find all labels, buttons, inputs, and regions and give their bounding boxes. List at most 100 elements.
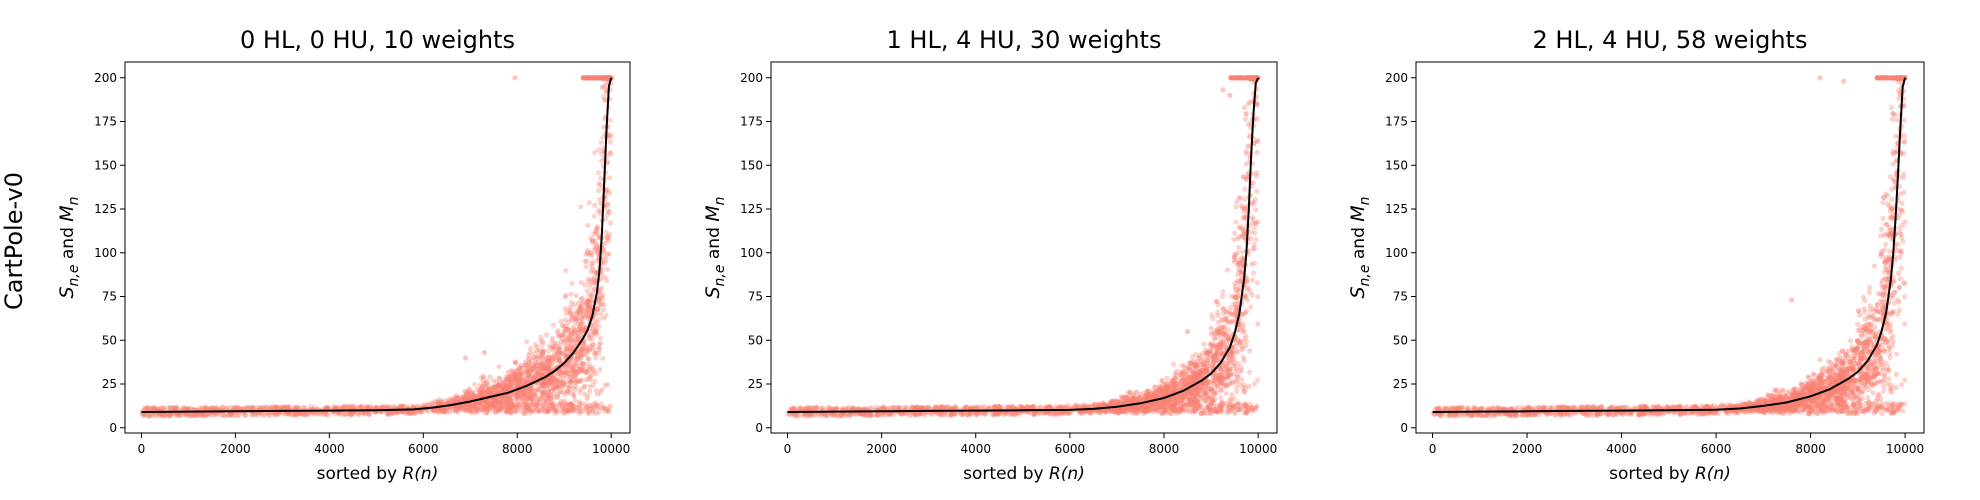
scatter-point (549, 355, 555, 361)
scatter-point (485, 409, 491, 415)
scatter-point (432, 407, 438, 413)
scatter-point (597, 389, 603, 395)
scatter-point (585, 303, 591, 309)
scatter-point (487, 374, 493, 380)
scatter-point (497, 394, 503, 400)
scatter-point (599, 158, 605, 164)
scatter-point (1252, 381, 1258, 387)
scatter-point (552, 382, 559, 388)
scatter-point (545, 376, 551, 382)
scatter-point (550, 375, 556, 381)
scatter-point (583, 324, 589, 330)
scatter-point (550, 344, 556, 350)
scatter-point (454, 397, 460, 403)
scatter-point (569, 367, 575, 373)
scatter-point (579, 316, 585, 322)
scatter-point (577, 305, 583, 311)
scatter-point (577, 378, 584, 384)
scatter-point (562, 370, 569, 376)
scatter-point (208, 405, 214, 411)
scatter-point (584, 301, 590, 307)
scatter-point (483, 386, 489, 392)
scatter-point (590, 266, 596, 272)
scatter-point (529, 393, 535, 399)
scatter-point (540, 396, 546, 403)
scatter-point (459, 394, 465, 400)
scatter-point (604, 186, 611, 192)
scatter-point (412, 410, 418, 416)
scatter-point (160, 413, 166, 419)
scatter-point (520, 404, 526, 410)
scatter-point (491, 402, 498, 409)
scatter-point (461, 396, 468, 402)
scatter-point (501, 403, 507, 409)
scatter-point (574, 370, 581, 376)
scatter-point (489, 401, 495, 407)
scatter-point (436, 396, 443, 402)
scatter-point (179, 412, 185, 418)
scatter-point (588, 249, 594, 256)
scatter-point (462, 388, 468, 394)
scatter-point (480, 378, 486, 384)
scatter-point (507, 374, 514, 380)
scatter-point (592, 330, 598, 336)
scatter-point (152, 406, 158, 412)
scatter-point (577, 324, 583, 330)
scatter-point (576, 329, 582, 335)
scatter-point (205, 411, 212, 417)
scatter-point (576, 326, 582, 332)
scatter-point (546, 358, 552, 364)
scatter-point (186, 406, 192, 412)
scatter-point (569, 390, 576, 396)
scatter-point (585, 409, 591, 415)
scatter-point (340, 411, 346, 417)
scatter-point (589, 293, 595, 299)
scatter-point (548, 388, 554, 395)
scatter-point (565, 379, 571, 385)
scatter-point (231, 405, 237, 411)
scatter-point (578, 204, 584, 210)
scatter-point (586, 365, 593, 371)
scatter-point (473, 394, 479, 400)
scatter-point (542, 380, 548, 386)
row-label: CartPole-v0 (0, 172, 28, 310)
scatter-point (274, 404, 280, 410)
scatter-point (555, 351, 562, 357)
scatter-point (484, 389, 490, 395)
scatter-point (496, 408, 503, 414)
scatter-point (281, 404, 287, 410)
scatter-point (487, 398, 493, 405)
scatter-point (596, 350, 602, 356)
scatter-point (1251, 270, 1257, 276)
scatter-point (511, 374, 518, 381)
scatter-point (537, 365, 543, 371)
scatter-point (496, 401, 502, 407)
scatter-point (568, 357, 574, 363)
scatter-point (579, 361, 586, 367)
scatter-point (445, 397, 451, 403)
scatter-point (228, 411, 234, 417)
scatter-point (499, 384, 506, 390)
scatter-point (477, 399, 483, 405)
scatter-point (543, 368, 549, 374)
scatter-point (249, 412, 255, 418)
scatter-point (575, 330, 581, 336)
scatter-point (471, 403, 477, 409)
scatter-point (523, 389, 530, 395)
scatter-point (555, 379, 561, 385)
scatter-point (517, 382, 523, 388)
scatter-point (507, 404, 513, 410)
scatter-point (577, 357, 583, 363)
scatter-point (410, 410, 416, 416)
scatter-point (501, 380, 507, 386)
scatter-point (453, 406, 459, 412)
scatter-point (551, 385, 557, 391)
scatter-point (363, 405, 370, 411)
scatter-point (453, 408, 459, 415)
scatter-point (562, 352, 568, 359)
scatter-point (233, 405, 239, 411)
scatter-point (571, 323, 577, 329)
scatter-point (385, 411, 391, 417)
scatter-point (196, 406, 202, 412)
scatter-point (436, 398, 442, 405)
